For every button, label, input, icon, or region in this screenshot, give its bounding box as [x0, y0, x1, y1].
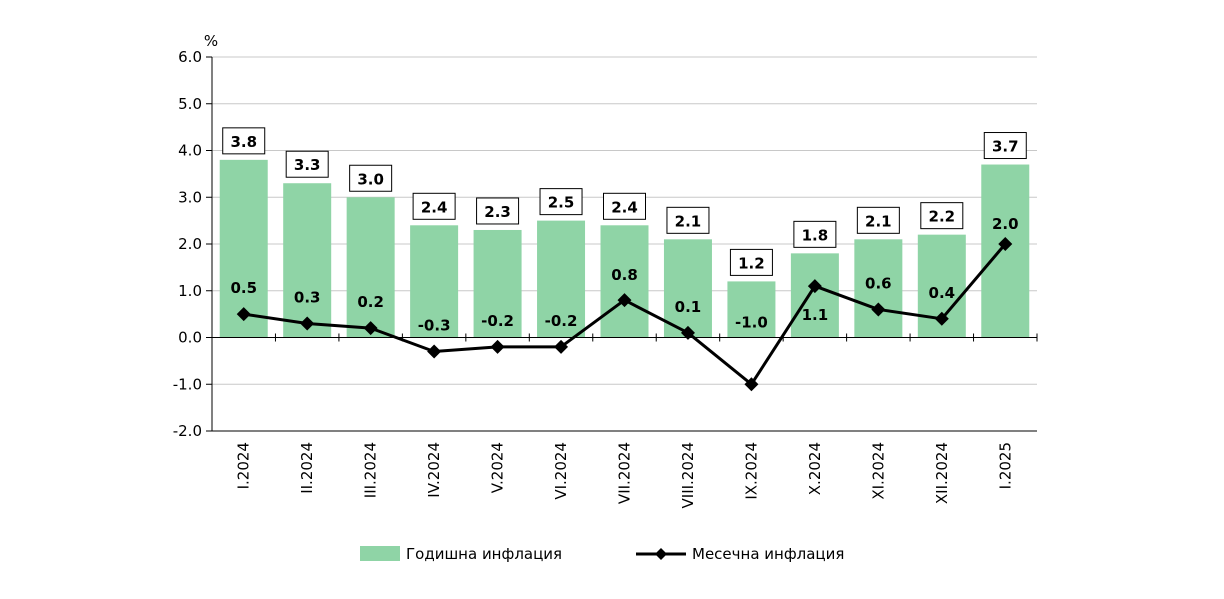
bar-value-label: 3.3 [294, 156, 321, 174]
line-value-label: 0.5 [230, 279, 257, 297]
bar [854, 239, 903, 338]
line-point [617, 293, 632, 308]
bar-value-label-box [539, 188, 583, 216]
y-tick-label: 0.0 [178, 329, 202, 347]
line-point [427, 344, 442, 359]
y-axis-unit-label: % [204, 32, 218, 50]
bar [537, 220, 586, 338]
bar-value-label: 1.8 [802, 226, 829, 244]
bar [473, 229, 522, 338]
line-point [490, 339, 505, 354]
label-layer: 3.8 3.3 3.0 2.4 2.3 2.5 2.4 2.1 1.2 1.8 2.1 2.2 3.7 0… [222, 127, 1027, 335]
y-tick-label: 2.0 [178, 235, 202, 253]
y-tick-label: -2.0 [173, 422, 202, 440]
bar-value-label: 1.2 [738, 254, 765, 272]
bar-value-label: 2.1 [865, 212, 892, 230]
bar-value-label-box [603, 192, 646, 220]
line-point [744, 377, 759, 392]
line-value-label: 0.2 [357, 293, 384, 311]
bar-value-label-box [222, 127, 266, 155]
bar-value-label: 2.1 [675, 212, 702, 230]
line-point [363, 321, 378, 336]
x-category-label: VI.2024 [552, 442, 570, 500]
bar [663, 239, 712, 338]
bar-value-label-box [349, 164, 393, 192]
x-category-label: I.2024 [235, 442, 253, 489]
line-value-label: 0.6 [865, 274, 892, 292]
x-category-label: II.2024 [298, 442, 316, 494]
x-category-label: I.2025 [996, 442, 1014, 489]
bar [283, 183, 332, 338]
x-category-label: VII.2024 [616, 442, 634, 504]
y-tick-label: 4.0 [178, 142, 202, 160]
line-value-label: -0.2 [545, 312, 578, 330]
bar-value-label-box [793, 220, 837, 248]
legend-bar-swatch [360, 546, 400, 561]
line-value-label: 1.1 [802, 306, 829, 324]
line-value-label: -1.0 [735, 313, 768, 331]
y-tick-label: 5.0 [178, 95, 202, 113]
line-point [871, 302, 886, 317]
x-category-label: XII.2024 [933, 442, 951, 504]
bar-value-label-box [412, 192, 456, 220]
bar-value-label: 2.2 [929, 208, 956, 226]
x-category-label: IX.2024 [742, 442, 760, 500]
line-point [236, 307, 251, 322]
bar [790, 253, 839, 338]
bar-value-label: 2.4 [421, 198, 448, 216]
x-category-label: XI.2024 [869, 442, 887, 500]
line-value-label: -0.3 [418, 317, 451, 335]
bar-value-label: 3.7 [992, 138, 1019, 156]
legend-bar-label: Годишна инфлация [406, 545, 562, 563]
line-point [680, 325, 695, 340]
line-value-label: 0.8 [611, 266, 638, 284]
bar-value-label-box [476, 197, 520, 225]
y-tick-label: -1.0 [173, 375, 202, 393]
x-category-label: V.2024 [489, 442, 507, 493]
legend-line-label: Месечна инфлация [692, 545, 844, 563]
bar-value-label: 2.3 [484, 203, 511, 221]
x-category-label: VIII.2024 [679, 442, 697, 508]
line-point [807, 279, 822, 294]
x-category-label: IV.2024 [425, 442, 443, 498]
bar [981, 164, 1030, 338]
bar [600, 225, 649, 338]
line-value-label: 0.3 [294, 288, 321, 306]
line-point [300, 316, 315, 331]
bar-value-label: 2.5 [548, 194, 575, 212]
bar-value-label-box [729, 248, 773, 276]
line-value-label: 2.0 [992, 215, 1019, 233]
y-tick-label: 1.0 [178, 282, 202, 300]
legend: Годишна инфлация Месечна инфлация [360, 545, 844, 563]
line-point [998, 237, 1013, 251]
bar-value-label: 2.4 [611, 198, 638, 216]
bar [346, 197, 395, 338]
line-point [934, 311, 949, 326]
line-value-label: -0.2 [481, 312, 514, 330]
bar-value-label: 3.0 [357, 170, 384, 188]
bar-value-label: 3.8 [230, 133, 257, 151]
line-value-label: 0.1 [675, 298, 702, 316]
bar-value-label-box [983, 132, 1027, 160]
x-category-label: X.2024 [806, 442, 824, 495]
bar [410, 225, 459, 338]
bar-value-label-box [666, 206, 710, 234]
line-layer [236, 237, 1013, 392]
bar-value-label-box [856, 206, 900, 234]
bar-layer [219, 159, 1030, 338]
bar [727, 281, 776, 338]
bar-value-label-box [920, 202, 964, 230]
line-value-label: 0.4 [929, 284, 956, 302]
line-point [554, 339, 569, 354]
bar-value-label-box [285, 150, 329, 178]
axis-layer: 6.0 5.0 4.0 3.0 2.0 1.0 0.0 -1.0 -2.0 I.2024 II.20… [173, 48, 1038, 508]
x-category-label: III.2024 [362, 442, 380, 498]
y-tick-label: 6.0 [178, 48, 202, 66]
legend-line-marker-icon [655, 548, 667, 560]
y-tick-label: 3.0 [178, 188, 202, 206]
